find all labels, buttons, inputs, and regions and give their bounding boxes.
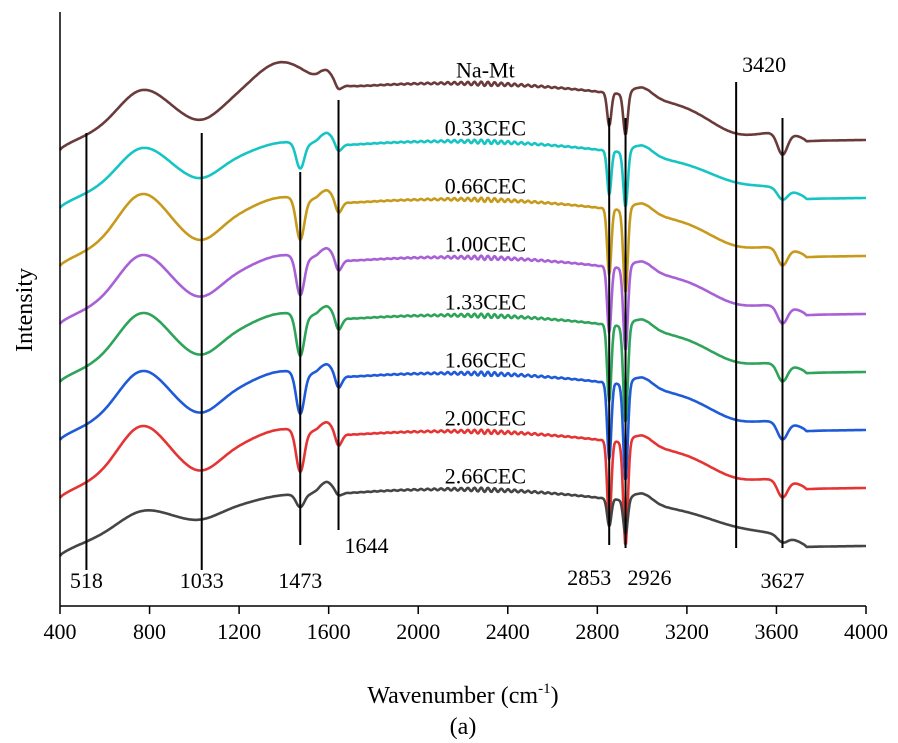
series-label: Na-Mt xyxy=(456,57,515,82)
reference-label: 3627 xyxy=(760,568,804,593)
reference-label: 1644 xyxy=(345,533,389,558)
series-label: 1.33CEC xyxy=(445,289,526,314)
figure-caption: (a) xyxy=(450,714,477,740)
series-line xyxy=(58,60,867,156)
x-tick-label: 1600 xyxy=(307,619,351,644)
series-line xyxy=(58,480,867,557)
reference-label: 3420 xyxy=(742,52,786,77)
series-line xyxy=(58,246,867,351)
x-tick-label: 400 xyxy=(44,619,77,644)
series-line xyxy=(58,188,867,293)
reference-label: 518 xyxy=(70,568,103,593)
x-tick-label: 800 xyxy=(133,619,166,644)
x-tick-label: 2000 xyxy=(396,619,440,644)
x-tick-label: 3200 xyxy=(665,619,709,644)
x-tick-label: 2400 xyxy=(486,619,530,644)
x-axis-label-superscript: -1 xyxy=(538,681,551,697)
x-axis-label-end: ) xyxy=(551,683,559,709)
x-tick-label: 2800 xyxy=(575,619,619,644)
reference-label: 1033 xyxy=(180,568,224,593)
x-axis-label: Wavenumber (cm-1) xyxy=(367,681,558,709)
series-label: 0.66CEC xyxy=(445,173,526,198)
reference-label: 2926 xyxy=(628,565,672,590)
series-label: 1.66CEC xyxy=(445,347,526,372)
series-label: 1.00CEC xyxy=(445,231,526,256)
y-axis-label: Intensity xyxy=(12,268,38,352)
series-label: 2.00CEC xyxy=(445,405,526,430)
reference-label: 1473 xyxy=(278,568,322,593)
series-line xyxy=(58,131,867,209)
reference-lines: 518 1033 1473 1644 2853 2926 3420 3627 xyxy=(70,52,805,593)
series-line xyxy=(58,420,867,546)
series-line xyxy=(58,304,867,423)
x-axis-label-main: Wavenumber (cm xyxy=(367,683,538,709)
x-tick-label: 1200 xyxy=(217,619,261,644)
x-axis: 400 800 1200 1600 2000 2400 2800 3200 3600 4000 xyxy=(44,12,888,644)
series-labels: Na-Mt 0.33CEC 0.66CEC 1.00CEC 1.33CEC 1.66CEC… xyxy=(445,57,526,488)
x-tick-label: 3600 xyxy=(754,619,798,644)
series-line xyxy=(58,362,867,481)
x-tick-label: 4000 xyxy=(844,619,888,644)
series-lines xyxy=(58,60,867,557)
series-label: 2.66CEC xyxy=(445,463,526,488)
reference-label: 2853 xyxy=(567,565,611,590)
series-label: 0.33CEC xyxy=(445,115,526,140)
